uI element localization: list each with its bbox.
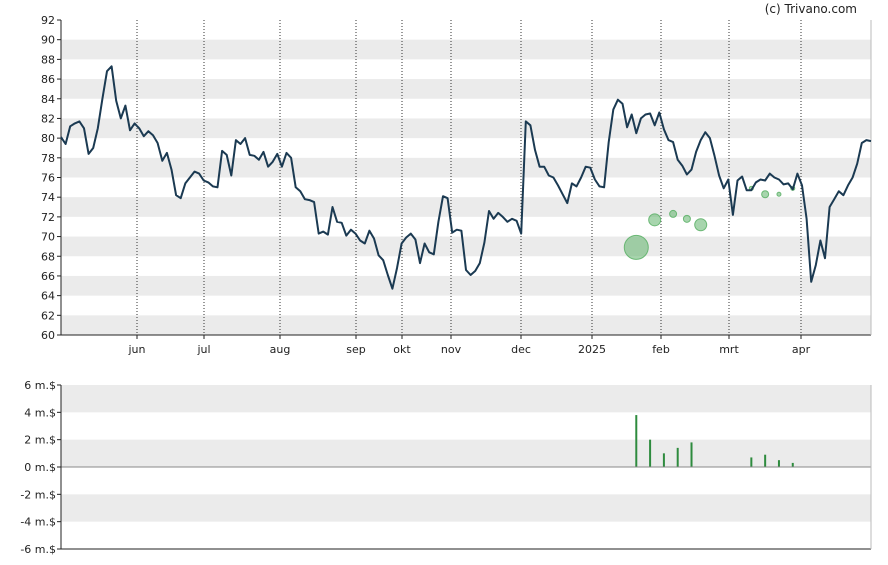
price-grid-band — [61, 275, 871, 296]
price-y-tick-label: 60 — [41, 329, 55, 342]
insider-trade-marker — [682, 214, 691, 223]
volume-chart-panel: -6 m.$ -4 m.$ -2 m.$ 0 m.$ 2 m.$ 4 m.$ 6 m.$ — [20, 379, 872, 556]
volume-grid-band — [61, 494, 871, 522]
volume-bar — [662, 453, 665, 467]
volume-bar — [676, 447, 679, 467]
price-y-tick-label: 66 — [41, 270, 55, 283]
price-y-tick-label: 88 — [41, 53, 55, 66]
volume-y-tick-label: -2 m.$ — [20, 488, 56, 501]
price-grid-band — [61, 79, 871, 99]
price-y-tick-label: 74 — [41, 191, 55, 204]
price-y-tick-label: 64 — [41, 290, 55, 303]
price-x-tick-label: jun — [128, 343, 146, 356]
price-x-tick-label: sep — [346, 343, 365, 356]
insider-trade-marker — [623, 234, 649, 260]
price-grid-band — [61, 236, 871, 257]
price-x-tick-label: 2025 — [578, 343, 606, 356]
volume-bar — [649, 439, 652, 467]
price-y-tick-label: 90 — [41, 34, 55, 47]
price-chart-panel: 60 62 64 66 68 70 72 74 76 78 80 82 84 86 88 90 92 jun jul… — [41, 14, 872, 356]
insider-trade-marker — [669, 209, 678, 218]
volume-bar — [764, 454, 767, 467]
price-grid-band — [61, 118, 871, 139]
volume-y-tick-label: -6 m.$ — [20, 543, 56, 556]
insider-trade-marker — [648, 213, 662, 227]
price-y-tick-label: 68 — [41, 250, 55, 263]
price-series-line — [60, 65, 872, 290]
volume-y-tick-label: 0 m.$ — [24, 461, 56, 474]
price-x-tick-label: okt — [393, 343, 411, 356]
volume-bar — [635, 415, 638, 467]
volume-y-tick-label: 6 m.$ — [24, 379, 56, 392]
price-y-tick-label: 62 — [41, 309, 55, 322]
insider-trade-marker — [761, 190, 770, 199]
volume-y-tick-label: 2 m.$ — [24, 434, 56, 447]
price-y-tick-label: 76 — [41, 172, 55, 185]
volume-bar — [777, 460, 780, 467]
price-x-tick-label: jul — [196, 343, 210, 356]
insider-trade-marker — [776, 191, 782, 197]
price-y-tick-label: 78 — [41, 152, 55, 165]
price-y-tick-label: 86 — [41, 73, 55, 86]
price-grid-band — [61, 39, 871, 60]
price-x-tick-label: nov — [441, 343, 462, 356]
volume-bar — [690, 442, 693, 467]
price-y-tick-label: 80 — [41, 132, 55, 145]
price-y-tick-label: 84 — [41, 93, 55, 106]
price-x-tick-label: apr — [792, 343, 811, 356]
price-y-tick-label: 82 — [41, 112, 55, 125]
price-y-tick-label: 70 — [41, 231, 55, 244]
price-x-tick-label: aug — [270, 343, 291, 356]
volume-y-tick-label: 4 m.$ — [24, 406, 56, 419]
volume-y-tick-label: -4 m.$ — [20, 516, 56, 529]
volume-grid-band — [61, 439, 871, 467]
price-grid-band — [61, 197, 871, 217]
price-x-tick-label: feb — [652, 343, 670, 356]
price-y-tick-label: 72 — [41, 211, 55, 224]
price-y-tick-label: 92 — [41, 14, 55, 27]
price-x-tick-label: mrt — [719, 343, 739, 356]
volume-bar — [791, 462, 794, 467]
insider-trade-marker — [694, 218, 708, 232]
price-grid-band — [61, 315, 871, 335]
volume-grid-band — [61, 385, 871, 413]
price-grid-band — [61, 157, 871, 178]
volume-bar — [750, 457, 753, 467]
credit-label: (c) Trivano.com — [765, 2, 857, 16]
price-x-tick-label: dec — [511, 343, 531, 356]
